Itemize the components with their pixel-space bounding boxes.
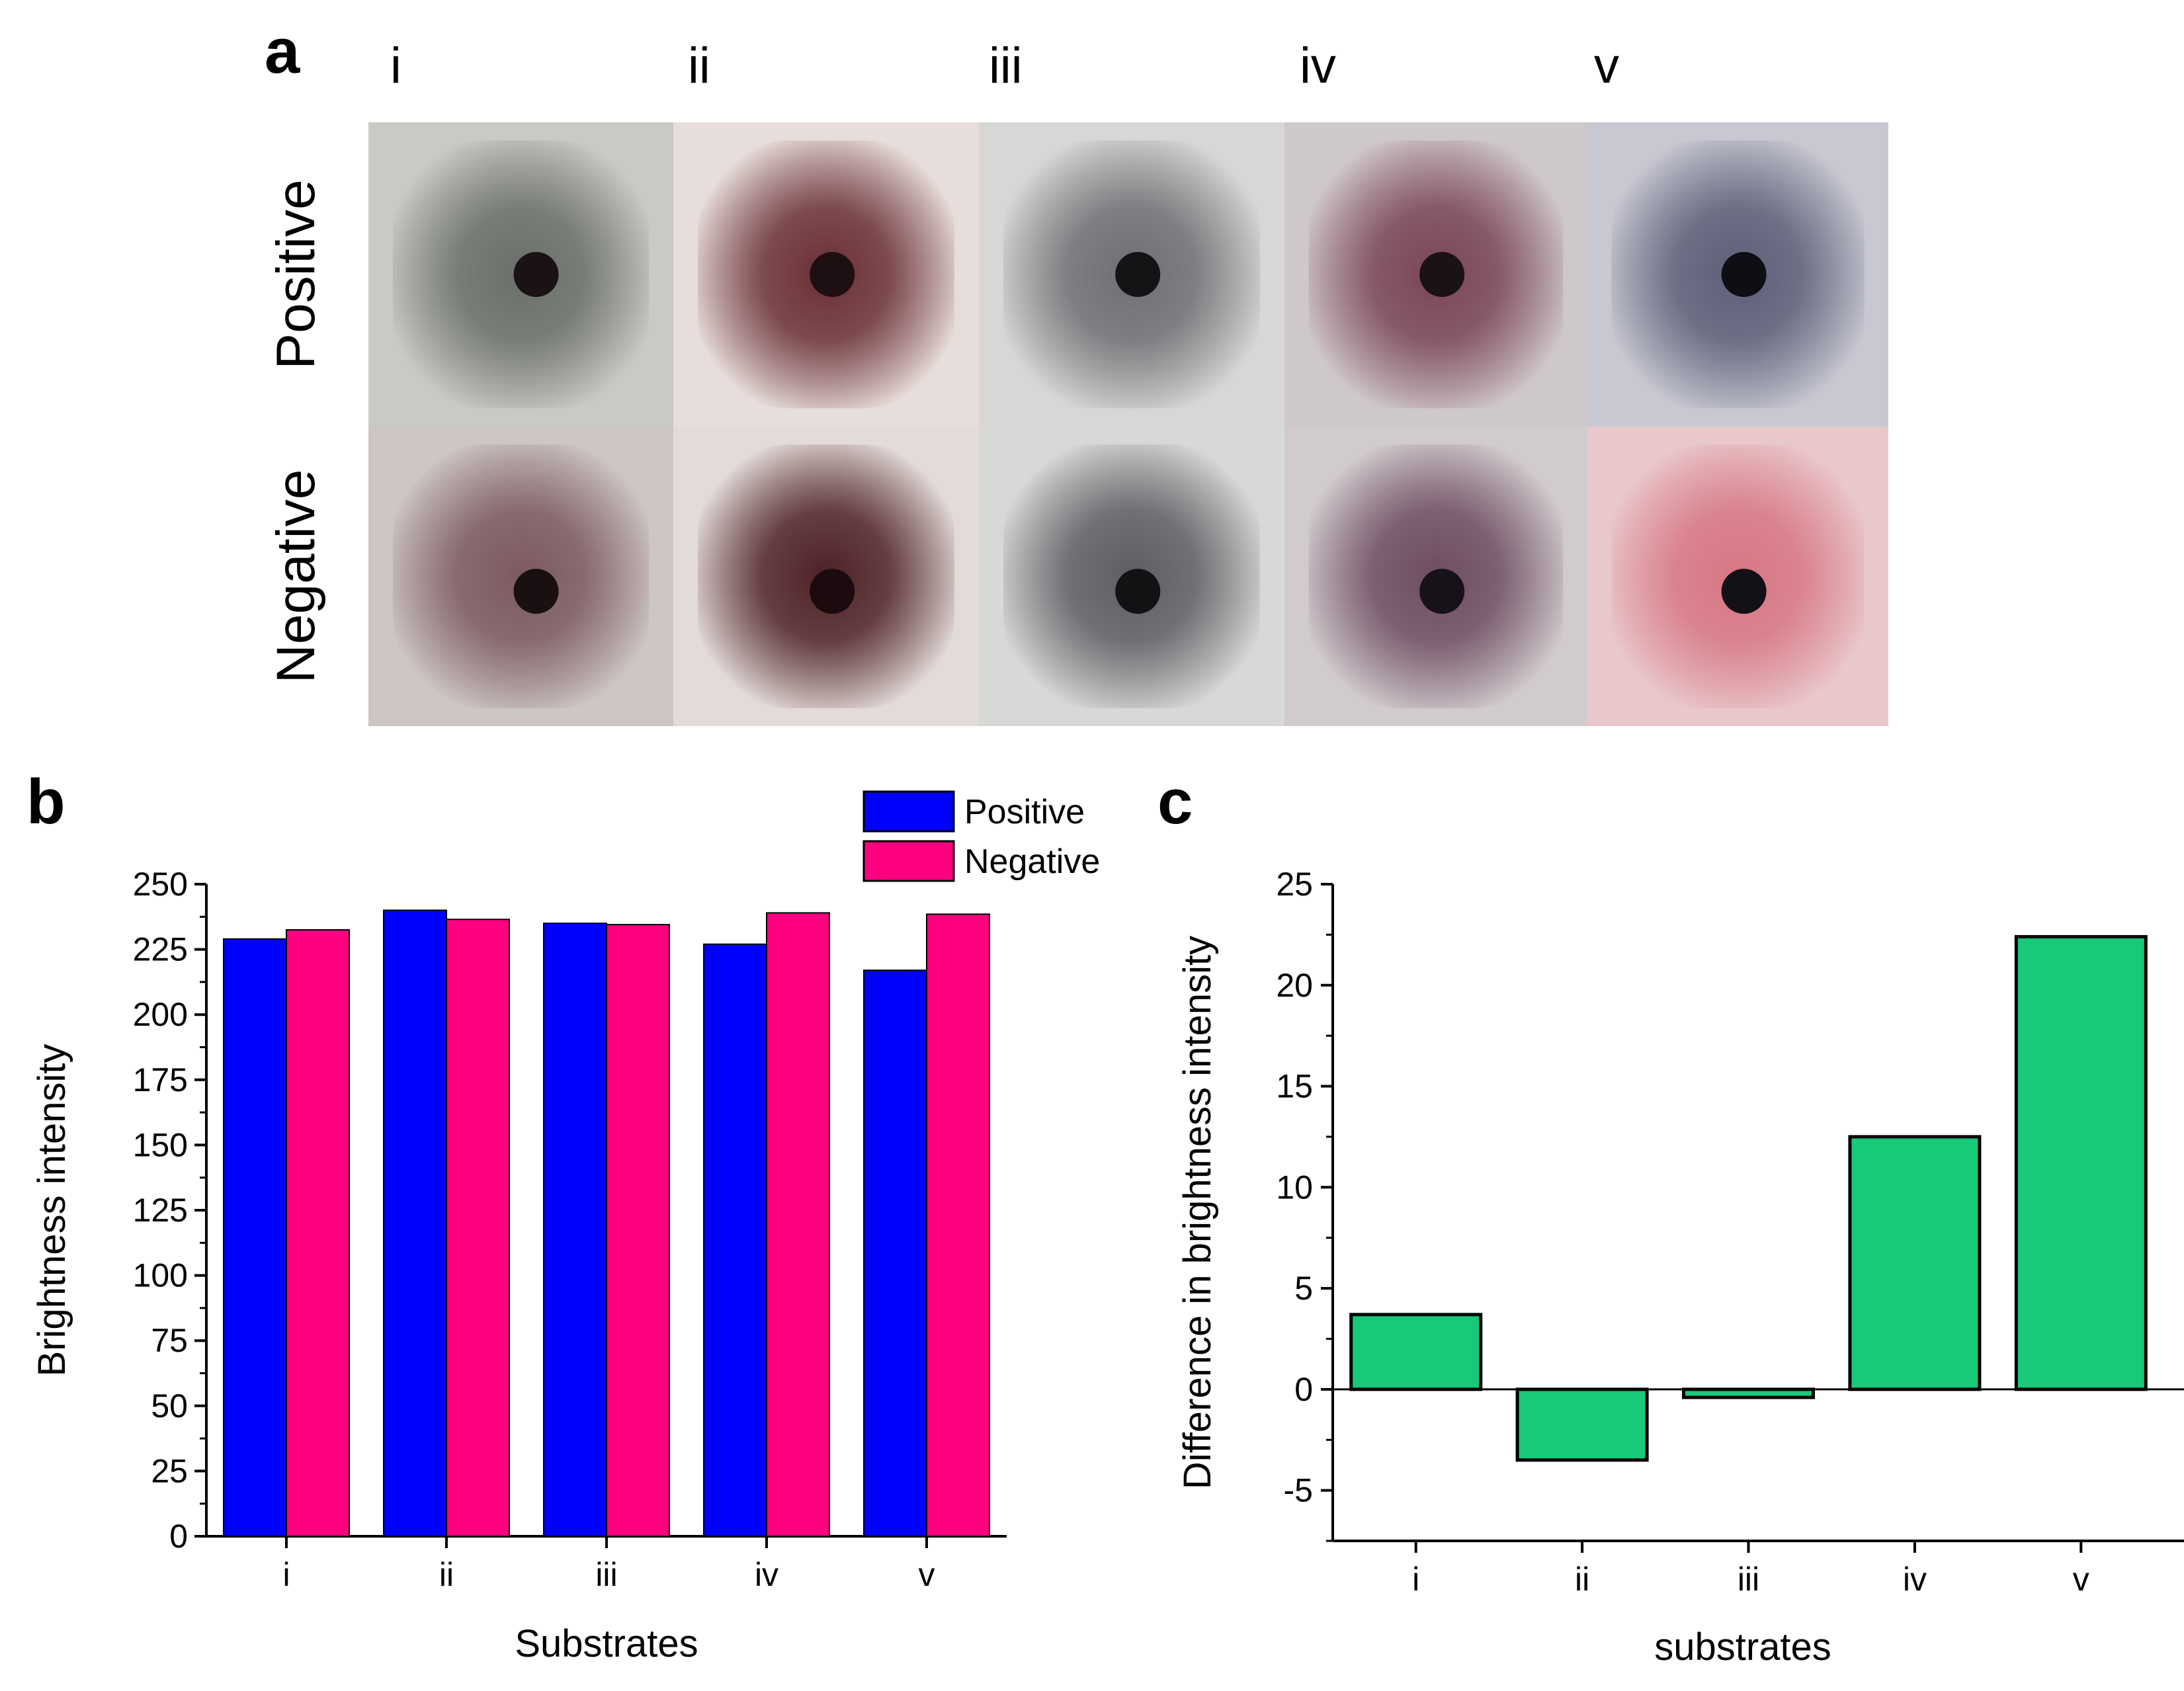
legend-swatch-positive <box>862 790 955 833</box>
x-tick-label: v <box>919 1556 935 1593</box>
y-tick-label: 250 <box>133 866 188 903</box>
photo-negative-v <box>1587 427 1888 726</box>
column-label-iv: iv <box>1300 38 1336 94</box>
bar-positive-i <box>223 938 287 1537</box>
bar-positive-ii <box>383 909 447 1537</box>
panel-c-letter: c <box>1157 766 1193 837</box>
column-label-iii: iii <box>989 38 1023 94</box>
bar-positive-iv <box>703 943 767 1538</box>
column-label-i: i <box>390 38 401 94</box>
panel-c-bars <box>1349 934 2148 1462</box>
column-labels: i ii iii iv v <box>390 38 1619 94</box>
row-labels: Positive Negative <box>266 179 326 683</box>
y-tick-label: 10 <box>1276 1169 1313 1206</box>
panel-b-legend: Positive Negative <box>862 790 1100 882</box>
x-tick-label: ii <box>439 1556 454 1593</box>
y-tick-label: 75 <box>151 1322 188 1359</box>
photo-negative-iv <box>1284 427 1587 726</box>
photo-tiles <box>368 122 1888 726</box>
panel-c-bar-chart: c -5 0 5 10 15 20 25 Difference in brightness i… <box>1157 766 2184 1669</box>
column-label-v: v <box>1594 38 1619 94</box>
y-tick-label: -5 <box>1284 1472 1313 1509</box>
y-tick-label: 20 <box>1276 967 1313 1004</box>
y-tick-label: 25 <box>151 1452 188 1489</box>
panel-a-letter: a <box>265 16 300 87</box>
photo-positive-i <box>368 122 673 427</box>
bar-negative-iii <box>606 924 670 1537</box>
y-tick-label: 15 <box>1276 1068 1313 1105</box>
bar-positive-v <box>863 969 927 1537</box>
x-tick-label: iii <box>1738 1561 1759 1598</box>
photo-positive-iv <box>1284 122 1587 427</box>
bar-difference-iii <box>1682 1387 1815 1399</box>
y-tick-label: 150 <box>133 1126 188 1163</box>
legend-swatch-negative <box>862 840 955 882</box>
bar-negative-v <box>926 913 990 1537</box>
photo-negative-iii <box>979 427 1284 726</box>
photo-negative-ii <box>673 427 979 726</box>
photo-positive-iii <box>979 122 1284 427</box>
y-axis-title: Brightness intensity <box>30 1044 73 1377</box>
x-tick-label: v <box>2073 1561 2089 1598</box>
bar-negative-iv <box>766 912 830 1538</box>
bar-difference-iv <box>1848 1135 1982 1391</box>
bar-negative-ii <box>446 919 510 1537</box>
y-tick-label: 50 <box>151 1387 188 1424</box>
bar-negative-i <box>286 929 350 1537</box>
panel-b-axes: 0 25 50 75 100 125 150 175 200 225 250 Brightness i… <box>30 866 1007 1665</box>
row-label-positive: Positive <box>266 179 326 369</box>
y-tick-label: 125 <box>133 1192 188 1229</box>
x-axis-title: Substrates <box>515 1622 698 1665</box>
photo-negative-i <box>368 427 673 726</box>
bar-positive-iii <box>543 923 607 1538</box>
x-axis-title: substrates <box>1654 1626 1831 1669</box>
y-tick-label: 175 <box>133 1061 188 1098</box>
legend-label-negative: Negative <box>964 843 1100 881</box>
x-tick-label: i <box>1412 1561 1419 1598</box>
x-tick-label: ii <box>1575 1561 1589 1598</box>
y-tick-label: 5 <box>1294 1270 1313 1307</box>
y-axis-title: Difference in brightness intensity <box>1176 936 1219 1489</box>
panel-b-letter: b <box>26 766 65 837</box>
panel-b-bars <box>223 909 990 1538</box>
x-tick-label: iv <box>755 1556 778 1593</box>
photo-positive-v <box>1587 122 1888 427</box>
y-tick-label: 100 <box>133 1257 188 1294</box>
bar-difference-ii <box>1515 1387 1649 1462</box>
y-tick-label: 225 <box>133 931 188 968</box>
y-tick-label: 0 <box>169 1518 188 1555</box>
y-tick-label: 0 <box>1294 1371 1313 1408</box>
panel-b-bar-chart: b 0 25 50 75 100 125 150 175 200 225 250 Brightness… <box>26 766 1100 1665</box>
bar-difference-v <box>2014 934 2148 1391</box>
column-label-ii: ii <box>688 38 710 94</box>
x-tick-label: i <box>282 1556 290 1593</box>
bar-difference-i <box>1349 1313 1483 1391</box>
x-tick-label: iii <box>595 1556 617 1593</box>
y-tick-label: 25 <box>1276 866 1313 903</box>
legend-label-positive: Positive <box>964 793 1085 831</box>
photo-positive-ii <box>673 122 979 427</box>
y-tick-label: 200 <box>133 996 188 1033</box>
x-tick-label: iv <box>1903 1561 1927 1598</box>
row-label-negative: Negative <box>266 470 326 684</box>
